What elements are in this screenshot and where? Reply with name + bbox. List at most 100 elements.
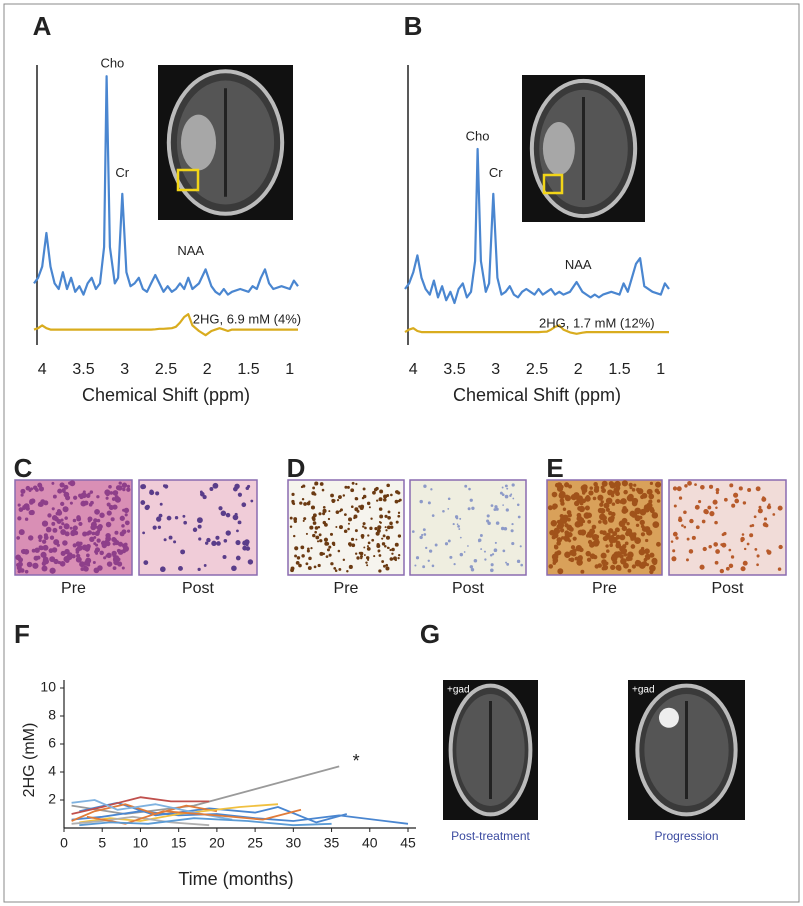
enhancing-lesion [658,707,679,728]
voxel [542,173,564,195]
cell [452,522,455,526]
x-axis-label: Chemical Shift (ppm) [82,385,250,405]
cell [359,504,365,509]
cell [105,541,111,547]
line-series [404,147,670,305]
x-tick-label: 2 [574,361,583,378]
cell [684,484,688,488]
cell [645,538,649,543]
cell [578,547,584,553]
cell [630,544,636,549]
cell [734,498,740,504]
cell [117,557,121,562]
annotation: Cho [466,128,490,143]
annotation: Cho [100,56,124,71]
cell [63,523,70,530]
cell [741,533,745,536]
cell [564,532,571,538]
cell [713,542,718,547]
cell [64,531,70,537]
cell [385,566,390,571]
cell [204,541,209,545]
cell [754,548,758,551]
cell [104,489,111,496]
cell [38,486,44,492]
cell [414,564,417,567]
cell [363,546,366,549]
cell [307,566,312,570]
cell [468,487,471,491]
cell [28,535,34,541]
cell [310,505,316,510]
cell [749,533,754,538]
cell [119,531,125,537]
cell [755,486,761,492]
cell [398,498,402,502]
cell [62,506,69,513]
cell [293,534,296,538]
cell [301,497,305,501]
cell [307,547,310,551]
cell [384,526,387,529]
cell [105,496,109,500]
cell [212,482,219,489]
cell [375,486,379,491]
cell [467,507,471,511]
cell [324,522,328,527]
cell [600,552,607,559]
cell [640,532,646,537]
cell [777,567,782,571]
cell [559,498,565,503]
cell [298,563,302,568]
cell [324,541,329,546]
cell [550,520,558,527]
cell [59,482,65,488]
cell [80,567,85,572]
y-tick-label: 10 [40,679,56,695]
cell [18,507,24,512]
cell [310,547,313,550]
cell [672,531,678,537]
cell [168,535,173,540]
cell [43,500,49,506]
cell [728,563,734,569]
cell [709,511,715,517]
cell [121,524,125,528]
cell [216,541,221,546]
cell [302,484,306,488]
cell [58,525,63,530]
cell [20,493,24,497]
cell [61,488,66,493]
image-caption: Progression [654,829,718,843]
cell [483,550,486,553]
cell [467,545,469,547]
cell [431,514,435,517]
cell [145,504,150,510]
cell [69,480,76,487]
cell [105,521,112,528]
cell [342,494,346,497]
cell [464,484,468,488]
cell [611,502,616,506]
cell [20,488,26,494]
cell [34,547,40,553]
cell [604,533,612,540]
cell [124,520,130,526]
cell [649,565,655,571]
cell [715,506,718,510]
cell [501,493,505,497]
panel-label: E [546,453,563,483]
y-tick-label: 8 [48,707,56,723]
cell [56,543,60,547]
image-caption: Post [452,580,485,597]
cell [558,492,566,499]
cell [97,526,103,532]
cell [589,553,596,559]
cell [28,510,34,516]
cell [64,516,68,520]
cell [109,491,114,495]
cell [601,480,608,487]
image-caption: Post-treatment [451,829,530,843]
image-caption: Pre [61,580,86,597]
x-tick-label: 4 [409,361,418,378]
